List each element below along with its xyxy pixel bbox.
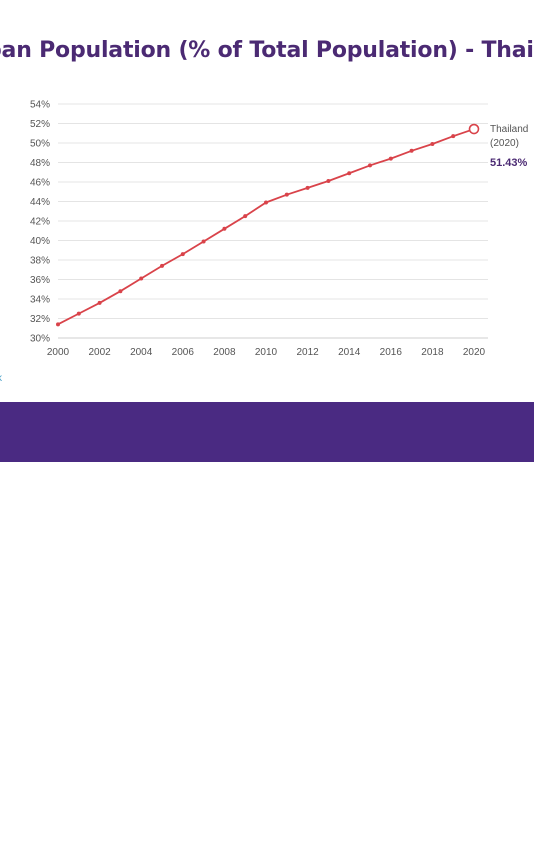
- series-line: [57, 128, 475, 326]
- line-chart: 30%32%34%36%38%40%42%44%46%48%50%52%54% …: [30, 100, 528, 359]
- x-tick-label: 2018: [421, 347, 444, 358]
- x-tick-label: 2006: [172, 347, 195, 358]
- data-point: [264, 200, 268, 205]
- data-point: [409, 148, 414, 153]
- data-point: [180, 252, 185, 257]
- y-tick-label: 52%: [30, 119, 50, 130]
- brand-name: GrantTh: [459, 820, 534, 847]
- y-tick-label: 48%: [30, 158, 50, 169]
- y-tick-label: 44%: [30, 197, 50, 208]
- end-annotation: Thailand (2020) 51.43%: [490, 124, 528, 169]
- x-tick-label: 2010: [255, 347, 278, 358]
- y-tick-label: 54%: [30, 100, 50, 111]
- x-tick-label: 2000: [47, 347, 70, 358]
- annotation-country: Thailand: [490, 124, 528, 135]
- footer-bar: GrantTh: [0, 402, 534, 850]
- data-point: [160, 263, 164, 268]
- data-point: [243, 214, 248, 219]
- y-tick-label: 36%: [30, 275, 50, 286]
- data-point: [201, 239, 206, 244]
- x-tick-label: 2002: [88, 347, 111, 358]
- x-axis-ticks: 2000 2002 2004 2006 2008 2010 2012 2014 2016 2018…: [47, 337, 488, 358]
- data-point: [388, 156, 393, 161]
- x-tick-label: 2012: [296, 347, 319, 358]
- data-point: [76, 311, 81, 316]
- data-point: [347, 171, 352, 176]
- data-point: [139, 276, 144, 281]
- end-point-marker: [468, 123, 480, 135]
- annotation-year: (2020): [490, 138, 519, 149]
- data-point: [326, 179, 331, 184]
- grant-thornton-logo-icon: [418, 818, 450, 850]
- x-tick-label: 2008: [213, 347, 236, 358]
- series-layer: [56, 123, 480, 327]
- grid-lines: [58, 103, 488, 339]
- y-tick-label: 46%: [30, 178, 50, 189]
- data-point: [368, 163, 372, 168]
- y-tick-label: 32%: [30, 314, 50, 325]
- x-tick-label: 2016: [380, 347, 403, 358]
- data-point: [430, 141, 435, 146]
- data-point: [305, 185, 310, 190]
- y-tick-label: 38%: [30, 256, 50, 267]
- annotation-value: 51.43%: [490, 157, 528, 169]
- x-tick-label: 2020: [463, 347, 486, 358]
- x-tick-label: 2004: [130, 347, 153, 358]
- data-point: [222, 226, 227, 231]
- source-fragment: k: [0, 373, 2, 384]
- data-point: [97, 300, 102, 305]
- data-point: [451, 134, 456, 139]
- data-point: [56, 322, 60, 327]
- x-tick-label: 2014: [338, 347, 361, 358]
- y-tick-label: 42%: [30, 217, 50, 228]
- y-tick-label: 34%: [30, 295, 50, 306]
- y-tick-label: 40%: [30, 236, 50, 247]
- data-point: [118, 289, 123, 294]
- brand-logo: GrantTh: [418, 814, 534, 854]
- y-tick-label: 50%: [30, 139, 50, 150]
- y-axis-ticks: 30% 32% 34% 36% 38% 40% 42% 44% 46% 48% 50% 52% 54%: [30, 100, 50, 345]
- data-point: [284, 192, 289, 197]
- y-tick-label: 30%: [30, 334, 50, 345]
- chart-title: ban Population (% of Total Population) -…: [0, 38, 534, 63]
